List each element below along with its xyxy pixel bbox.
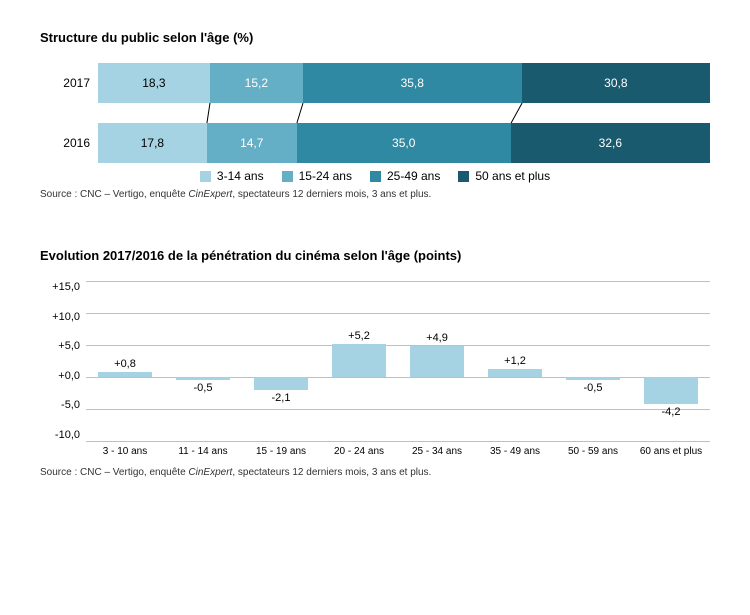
chart2-bar-wrap-0: +0,8 (86, 281, 164, 441)
chart2-bar-label-0: +0,8 (114, 358, 136, 370)
chart1-row-2016: 2016 17,814,735,032,6 (40, 123, 710, 163)
chart2-xtick-6: 50 - 59 ans (554, 442, 632, 457)
chart1-seg-2017-3: 30,8 (522, 63, 710, 103)
chart1-seg-2016-3: 32,6 (511, 123, 710, 163)
legend-item-0: 3-14 ans (200, 169, 264, 183)
chart2-bar-label-7: -4,2 (662, 406, 681, 418)
chart2-bar-label-1: -0,5 (194, 382, 213, 394)
chart1-seg-2016-2: 35,0 (297, 123, 511, 163)
chart2-ytick-5: -10,0 (55, 429, 80, 441)
chart1-seg-2016-1: 14,7 (207, 123, 297, 163)
chart1-bar-2017: 18,315,235,830,8 (98, 63, 710, 103)
chart1-seg-2017-2: 35,8 (303, 63, 522, 103)
legend-swatch-3 (458, 171, 469, 182)
chart2-bar-wrap-2: -2,1 (242, 281, 320, 441)
chart2-bar-label-6: -0,5 (584, 382, 603, 394)
chart2-xaxis: 3 - 10 ans11 - 14 ans15 - 19 ans20 - 24 … (86, 442, 710, 457)
chart2-bar-wrap-3: +5,2 (320, 281, 398, 441)
chart2-bar-wrap-5: +1,2 (476, 281, 554, 441)
legend-swatch-2 (370, 171, 381, 182)
chart2-bar-wrap-7: -4,2 (632, 281, 710, 441)
chart2-source: Source : CNC – Vertigo, enquête CinExper… (40, 467, 710, 478)
legend-label-3: 50 ans et plus (475, 169, 550, 183)
chart1-seg-2017-1: 15,2 (210, 63, 303, 103)
chart2-bar-3 (332, 344, 387, 377)
chart2-xtick-2: 15 - 19 ans (242, 442, 320, 457)
chart1-seg-2016-0: 17,8 (98, 123, 207, 163)
chart2-body: +15,0 +10,0 +5,0 +0,0 -5,0 -10,0 +0,8 -0,5 -2,1… (40, 281, 710, 442)
chart2-bar-wrap-1: -0,5 (164, 281, 242, 441)
chart2-plot: +0,8 -0,5 -2,1 +5,2 +4,9 +1,2 -0,5 -4,2 (86, 281, 710, 442)
chart1-title: Structure du public selon l'âge (%) (40, 30, 710, 45)
chart1-source-suffix: , spectateurs 12 derniers mois, 3 ans et… (232, 189, 431, 200)
chart2-xtick-7: 60 ans et plus (632, 442, 710, 457)
chart2-xtick-3: 20 - 24 ans (320, 442, 398, 457)
chart2-bar-1 (176, 377, 231, 380)
chart2-source-suffix: , spectateurs 12 derniers mois, 3 ans et… (232, 467, 431, 478)
chart2-ytick-0: +15,0 (52, 281, 80, 293)
chart2-source-prefix: Source : CNC – Vertigo, enquête (40, 467, 188, 478)
chart2-ytick-3: +0,0 (58, 370, 80, 382)
chart2-bar-5 (488, 369, 543, 377)
chart2-bar-label-5: +1,2 (504, 355, 526, 367)
chart2-yaxis: +15,0 +10,0 +5,0 +0,0 -5,0 -10,0 (40, 281, 86, 441)
chart2-bar-wrap-4: +4,9 (398, 281, 476, 441)
chart1-plot: 2017 18,315,235,830,8 2016 17,814,735,03… (40, 63, 710, 163)
legend-swatch-0 (200, 171, 211, 182)
chart2-bar-0 (98, 372, 153, 377)
chart2-bar-label-2: -2,1 (272, 392, 291, 404)
legend-label-1: 15-24 ans (299, 169, 352, 183)
legend-swatch-1 (282, 171, 293, 182)
legend-label-2: 25-49 ans (387, 169, 440, 183)
chart1-ylabel-2016: 2016 (40, 136, 98, 150)
chart2: Evolution 2017/2016 de la pénétration du… (40, 248, 710, 478)
chart2-xtick-4: 25 - 34 ans (398, 442, 476, 457)
chart2-bar-label-4: +4,9 (426, 332, 448, 344)
chart2-gridline-5 (86, 441, 710, 442)
legend-item-1: 15-24 ans (282, 169, 352, 183)
chart2-ytick-1: +10,0 (52, 311, 80, 323)
chart1: Structure du public selon l'âge (%) 2017… (40, 30, 710, 200)
chart2-bar-6 (566, 377, 621, 380)
chart2-bar-7 (644, 377, 699, 404)
legend-item-2: 25-49 ans (370, 169, 440, 183)
chart2-xtick-5: 35 - 49 ans (476, 442, 554, 457)
chart1-bar-2016: 17,814,735,032,6 (98, 123, 710, 163)
chart2-bar-label-3: +5,2 (348, 330, 370, 342)
chart1-source-italic: CinExpert (188, 189, 232, 200)
chart2-ytick-2: +5,0 (58, 340, 80, 352)
chart2-xtick-1: 11 - 14 ans (164, 442, 242, 457)
chart1-seg-2017-0: 18,3 (98, 63, 210, 103)
chart2-title: Evolution 2017/2016 de la pénétration du… (40, 248, 710, 263)
chart2-bar-wrap-6: -0,5 (554, 281, 632, 441)
chart1-legend: 3-14 ans 15-24 ans 25-49 ans 50 ans et p… (40, 169, 710, 183)
chart1-source-prefix: Source : CNC – Vertigo, enquête (40, 189, 188, 200)
chart1-row-2017: 2017 18,315,235,830,8 (40, 63, 710, 103)
chart2-bar-2 (254, 377, 309, 390)
chart2-ytick-4: -5,0 (61, 399, 80, 411)
chart2-xtick-0: 3 - 10 ans (86, 442, 164, 457)
chart2-source-italic: CinExpert (188, 467, 232, 478)
chart1-ylabel-2017: 2017 (40, 76, 98, 90)
chart1-source: Source : CNC – Vertigo, enquête CinExper… (40, 189, 710, 200)
legend-label-0: 3-14 ans (217, 169, 264, 183)
chart2-bar-4 (410, 346, 465, 377)
legend-item-3: 50 ans et plus (458, 169, 550, 183)
